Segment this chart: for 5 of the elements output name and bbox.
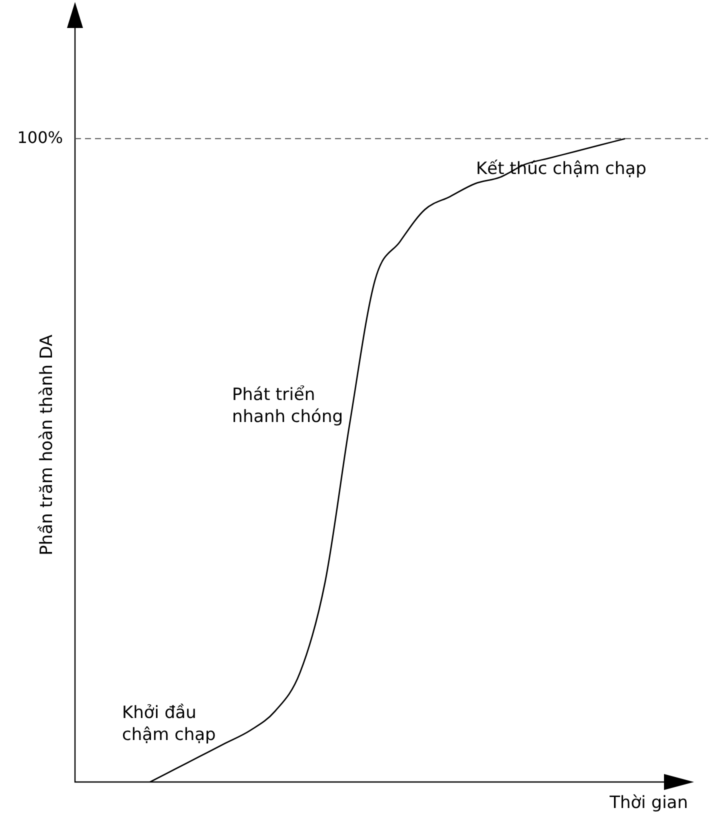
ref-line-label: 100% [17, 128, 63, 147]
x-axis-title: Thời gian [610, 792, 688, 814]
annotation: Khởi đầu chậm chạp [122, 702, 216, 746]
y-axis-title: Phần trăm hoàn thành DA [36, 334, 58, 556]
annotation: Phát triển nhanh chóng [232, 384, 344, 428]
